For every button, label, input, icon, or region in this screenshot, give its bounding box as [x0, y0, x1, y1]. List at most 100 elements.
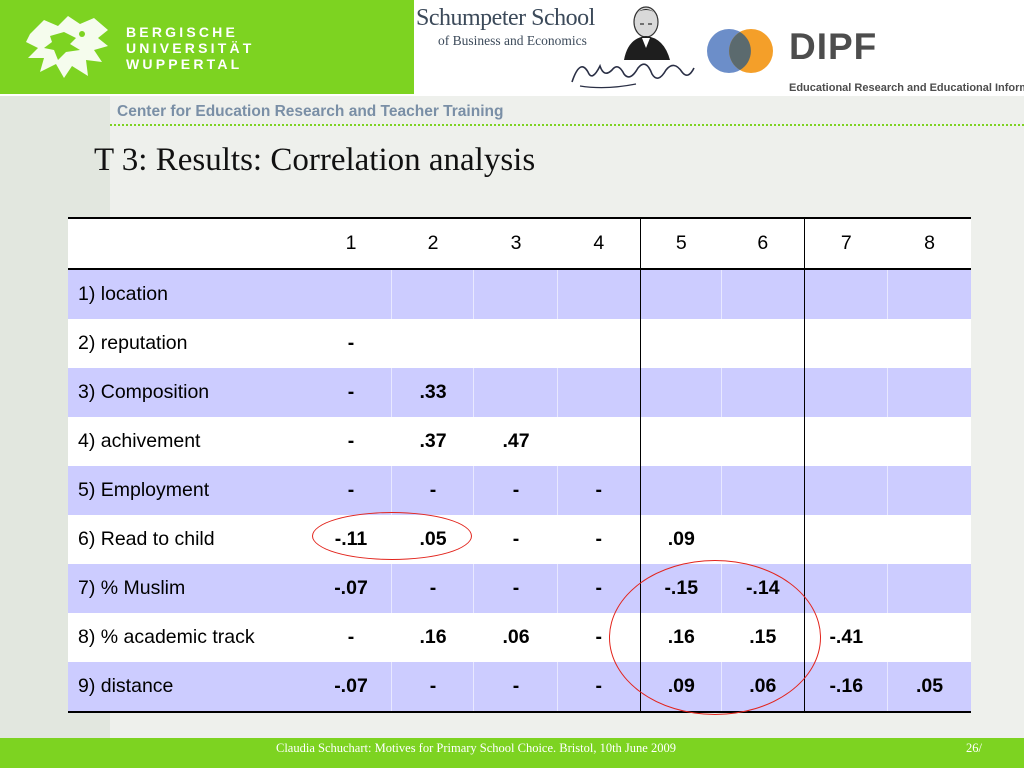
column-header: 1	[310, 217, 392, 270]
row-label: 8) % academic track	[68, 613, 310, 662]
correlation-cell: -	[392, 564, 474, 613]
correlation-cell: -	[558, 466, 641, 515]
correlation-cell	[558, 269, 641, 319]
correlation-cell: -	[310, 466, 392, 515]
correlation-cell	[558, 417, 641, 466]
correlation-cell	[888, 368, 971, 417]
correlation-cell	[722, 417, 805, 466]
correlation-cell	[558, 368, 641, 417]
table-row: 9) distance -.07- - - .09.06 -.16.05	[68, 662, 971, 713]
correlation-cell	[640, 319, 722, 368]
dotted-divider	[110, 124, 1024, 126]
correlation-cell	[804, 319, 888, 368]
correlation-cell	[888, 564, 971, 613]
row-label: 1) location	[68, 269, 310, 319]
schumpeter-school-logo: Schumpeter School of Business and Econom…	[416, 0, 705, 95]
table-row: 6) Read to child -.11.05- - .09	[68, 515, 971, 564]
table-row: 1) location	[68, 269, 971, 319]
correlation-cell	[722, 515, 805, 564]
page-number: 26/	[966, 741, 982, 755]
correlation-cell	[888, 515, 971, 564]
university-line-3: WUPPERTAL	[126, 56, 243, 72]
correlation-cell	[640, 368, 722, 417]
row-label: 5) Employment	[68, 466, 310, 515]
table-row: 2) reputation -	[68, 319, 971, 368]
correlation-cell: -.07	[310, 564, 392, 613]
table-row: 7) % Muslim -.07- - - -.15 -.14	[68, 564, 971, 613]
header-band: BERGISCHE UNIVERSITÄT WUPPERTAL Schumpet…	[0, 0, 1024, 96]
correlation-cell	[722, 319, 805, 368]
correlation-cell: -	[474, 515, 558, 564]
correlation-cell: -	[474, 564, 558, 613]
table-row: 3) Composition - .33	[68, 368, 971, 417]
highlight-circle-columns-5-6	[609, 560, 821, 715]
correlation-cell	[640, 466, 722, 515]
correlation-cell	[640, 417, 722, 466]
correlation-cell	[310, 269, 392, 319]
correlation-cell	[888, 613, 971, 662]
correlation-cell	[804, 269, 888, 319]
correlation-cell: .05	[888, 662, 971, 713]
correlation-cell	[722, 466, 805, 515]
correlation-cell: -.07	[310, 662, 392, 713]
eagle-crest-icon	[26, 16, 108, 78]
footer-citation: Claudia Schuchart: Motives for Primary S…	[276, 741, 676, 755]
correlation-cell: .06	[474, 613, 558, 662]
correlation-cell: .09	[640, 515, 722, 564]
dipf-subtitle: Educational Research and Educational Inf…	[789, 82, 1024, 94]
dipf-logo: DIPF Educational Research and Educationa…	[705, 0, 1024, 96]
university-line-2: UNIVERSITÄT	[126, 40, 255, 56]
portrait-icon	[624, 6, 670, 60]
correlation-cell	[722, 368, 805, 417]
correlation-cell: -	[310, 613, 392, 662]
dipf-title: DIPF	[789, 26, 878, 67]
correlation-cell	[888, 319, 971, 368]
correlation-cell	[392, 319, 474, 368]
column-header: 4	[558, 217, 641, 270]
correlation-cell: -	[310, 368, 392, 417]
correlation-cell	[804, 515, 888, 564]
correlation-cell	[558, 319, 641, 368]
table-row: 5) Employment - - - -	[68, 466, 971, 515]
correlation-cell	[804, 466, 888, 515]
column-header: 8	[888, 217, 971, 270]
header-blank-cell	[68, 217, 310, 270]
correlation-cell	[804, 368, 888, 417]
row-label: 2) reputation	[68, 319, 310, 368]
column-header: 3	[474, 217, 558, 270]
correlation-cell: .16	[392, 613, 474, 662]
column-header: 5	[640, 217, 722, 270]
correlation-cell	[640, 269, 722, 319]
correlation-cell	[474, 269, 558, 319]
schumpeter-subtitle: of Business and Economics	[438, 33, 587, 48]
row-label: 3) Composition	[68, 368, 310, 417]
schumpeter-title: Schumpeter School	[416, 5, 595, 31]
overlapping-circles-icon	[707, 29, 773, 73]
university-name: BERGISCHE UNIVERSITÄT WUPPERTAL	[126, 24, 255, 72]
correlation-cell: .33	[392, 368, 474, 417]
correlation-cell	[474, 319, 558, 368]
slide-title: T 3: Results: Correlation analysis	[94, 142, 536, 178]
correlation-cell: -	[558, 564, 641, 613]
correlation-cell: -	[392, 662, 474, 713]
highlight-circle-read-to-child	[312, 512, 472, 560]
table-header-row: 1 2 3 4 5 6 7 8	[68, 217, 971, 270]
university-line-1: BERGISCHE	[126, 24, 239, 40]
correlation-cell	[804, 417, 888, 466]
correlation-cell: -	[392, 466, 474, 515]
table-row: 8) % academic track - .16.06- .16.15 -.41	[68, 613, 971, 662]
correlation-cell: -.16	[804, 662, 888, 713]
university-logo: BERGISCHE UNIVERSITÄT WUPPERTAL	[0, 0, 414, 94]
correlation-cell	[888, 269, 971, 319]
correlation-cell	[888, 466, 971, 515]
correlation-cell: .37	[392, 417, 474, 466]
table-row: 4) achivement - .37.47	[68, 417, 971, 466]
column-header: 7	[804, 217, 888, 270]
row-label: 9) distance	[68, 662, 310, 713]
correlation-cell	[888, 417, 971, 466]
correlation-cell: -	[558, 515, 641, 564]
correlation-cell	[722, 269, 805, 319]
correlation-cell	[804, 564, 888, 613]
correlation-cell: -	[310, 319, 392, 368]
correlation-cell: -	[474, 466, 558, 515]
